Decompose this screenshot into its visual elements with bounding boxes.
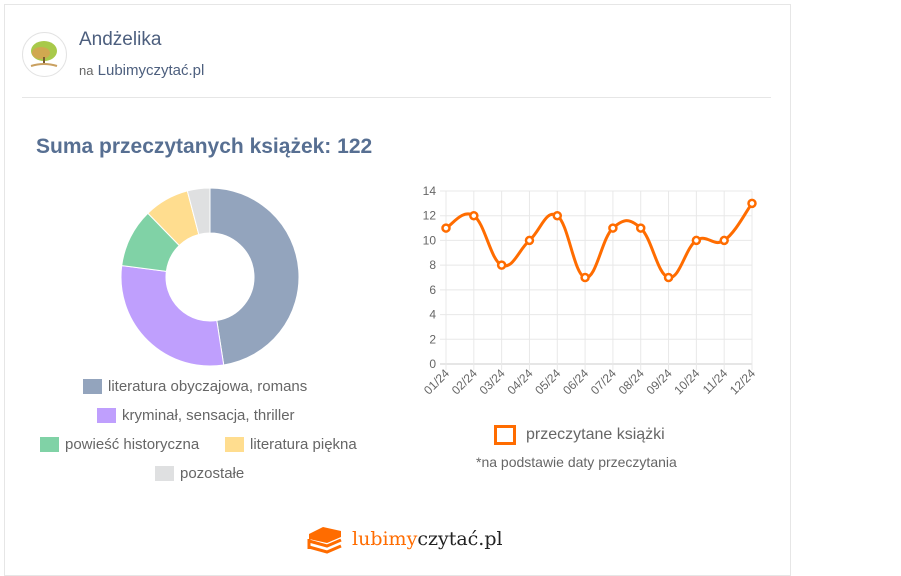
legend-swatch bbox=[225, 437, 244, 452]
data-point[interactable] bbox=[524, 235, 535, 246]
legend-item[interactable]: literatura obyczajowa, romans bbox=[83, 378, 307, 395]
x-tick-label: 06/24 bbox=[560, 366, 591, 397]
data-point[interactable] bbox=[552, 210, 563, 221]
data-point[interactable] bbox=[635, 223, 646, 233]
x-tick-label: 04/24 bbox=[504, 366, 535, 397]
legend-swatch bbox=[494, 425, 516, 445]
data-point[interactable] bbox=[441, 223, 451, 233]
line-chart: 0 2 4 6 8 10 12 14 01/2402/2403/2404/2405/2406/2… bbox=[421, 184, 758, 397]
divider bbox=[22, 97, 771, 98]
donut-slice[interactable] bbox=[186, 187, 211, 236]
data-point[interactable] bbox=[747, 198, 757, 209]
legend-swatch bbox=[155, 466, 174, 481]
y-tick-label: 2 bbox=[429, 332, 436, 346]
data-point[interactable] bbox=[719, 235, 729, 246]
books-icon bbox=[307, 527, 342, 554]
data-point[interactable] bbox=[691, 235, 702, 246]
data-point[interactable] bbox=[580, 272, 590, 283]
x-tick-label: 11/24 bbox=[700, 366, 731, 397]
legend-item[interactable]: pozostałe bbox=[155, 465, 244, 482]
x-tick-label: 03/24 bbox=[477, 366, 508, 397]
x-tick-label: 02/24 bbox=[449, 366, 480, 397]
line-legend-item[interactable]: przeczytane książki bbox=[494, 425, 665, 445]
data-point[interactable] bbox=[663, 272, 674, 283]
legend-item[interactable]: kryminał, sensacja, thriller bbox=[97, 407, 295, 424]
tree-logo-icon bbox=[30, 41, 58, 67]
x-tick-label: 10/24 bbox=[671, 366, 702, 397]
profile-source: na Lubimyczytać.pl bbox=[79, 62, 205, 79]
legend-item[interactable]: powieść historyczna bbox=[40, 436, 199, 453]
donut-slice[interactable] bbox=[120, 265, 225, 367]
legend-swatch bbox=[97, 408, 116, 423]
y-tick-label: 6 bbox=[429, 283, 436, 297]
profile-name[interactable]: Andżelika bbox=[79, 29, 162, 50]
x-tick-label: 05/24 bbox=[532, 366, 563, 397]
data-point[interactable] bbox=[496, 260, 507, 270]
x-tick-label: 08/24 bbox=[616, 366, 647, 397]
page-title: Suma przeczytanych książek: 122 bbox=[36, 135, 373, 158]
legend-swatch bbox=[40, 437, 59, 452]
site-link[interactable]: Lubimyczytać.pl bbox=[97, 62, 205, 79]
footer-logo[interactable]: lubimyczytać.pl bbox=[306, 524, 503, 554]
donut-slice[interactable] bbox=[209, 187, 300, 366]
y-tick-label: 0 bbox=[429, 357, 436, 371]
legend-item[interactable]: literatura piękna bbox=[225, 436, 357, 453]
donut-chart bbox=[120, 187, 300, 367]
x-tick-label: 07/24 bbox=[588, 366, 619, 397]
legend-swatch bbox=[83, 379, 102, 394]
x-tick-label: 12/24 bbox=[727, 366, 758, 397]
x-tick-label: 09/24 bbox=[644, 366, 675, 397]
avatar[interactable] bbox=[22, 32, 67, 77]
y-tick-label: 10 bbox=[423, 233, 437, 247]
y-tick-label: 12 bbox=[423, 209, 437, 223]
x-tick-label: 01/24 bbox=[421, 366, 452, 397]
y-tick-label: 4 bbox=[429, 308, 436, 322]
data-point[interactable] bbox=[469, 210, 479, 221]
data-point[interactable] bbox=[608, 223, 618, 233]
y-tick-label: 8 bbox=[429, 258, 436, 272]
y-tick-label: 14 bbox=[423, 184, 437, 198]
chart-note: *na podstawie daty przeczytania bbox=[476, 454, 677, 470]
